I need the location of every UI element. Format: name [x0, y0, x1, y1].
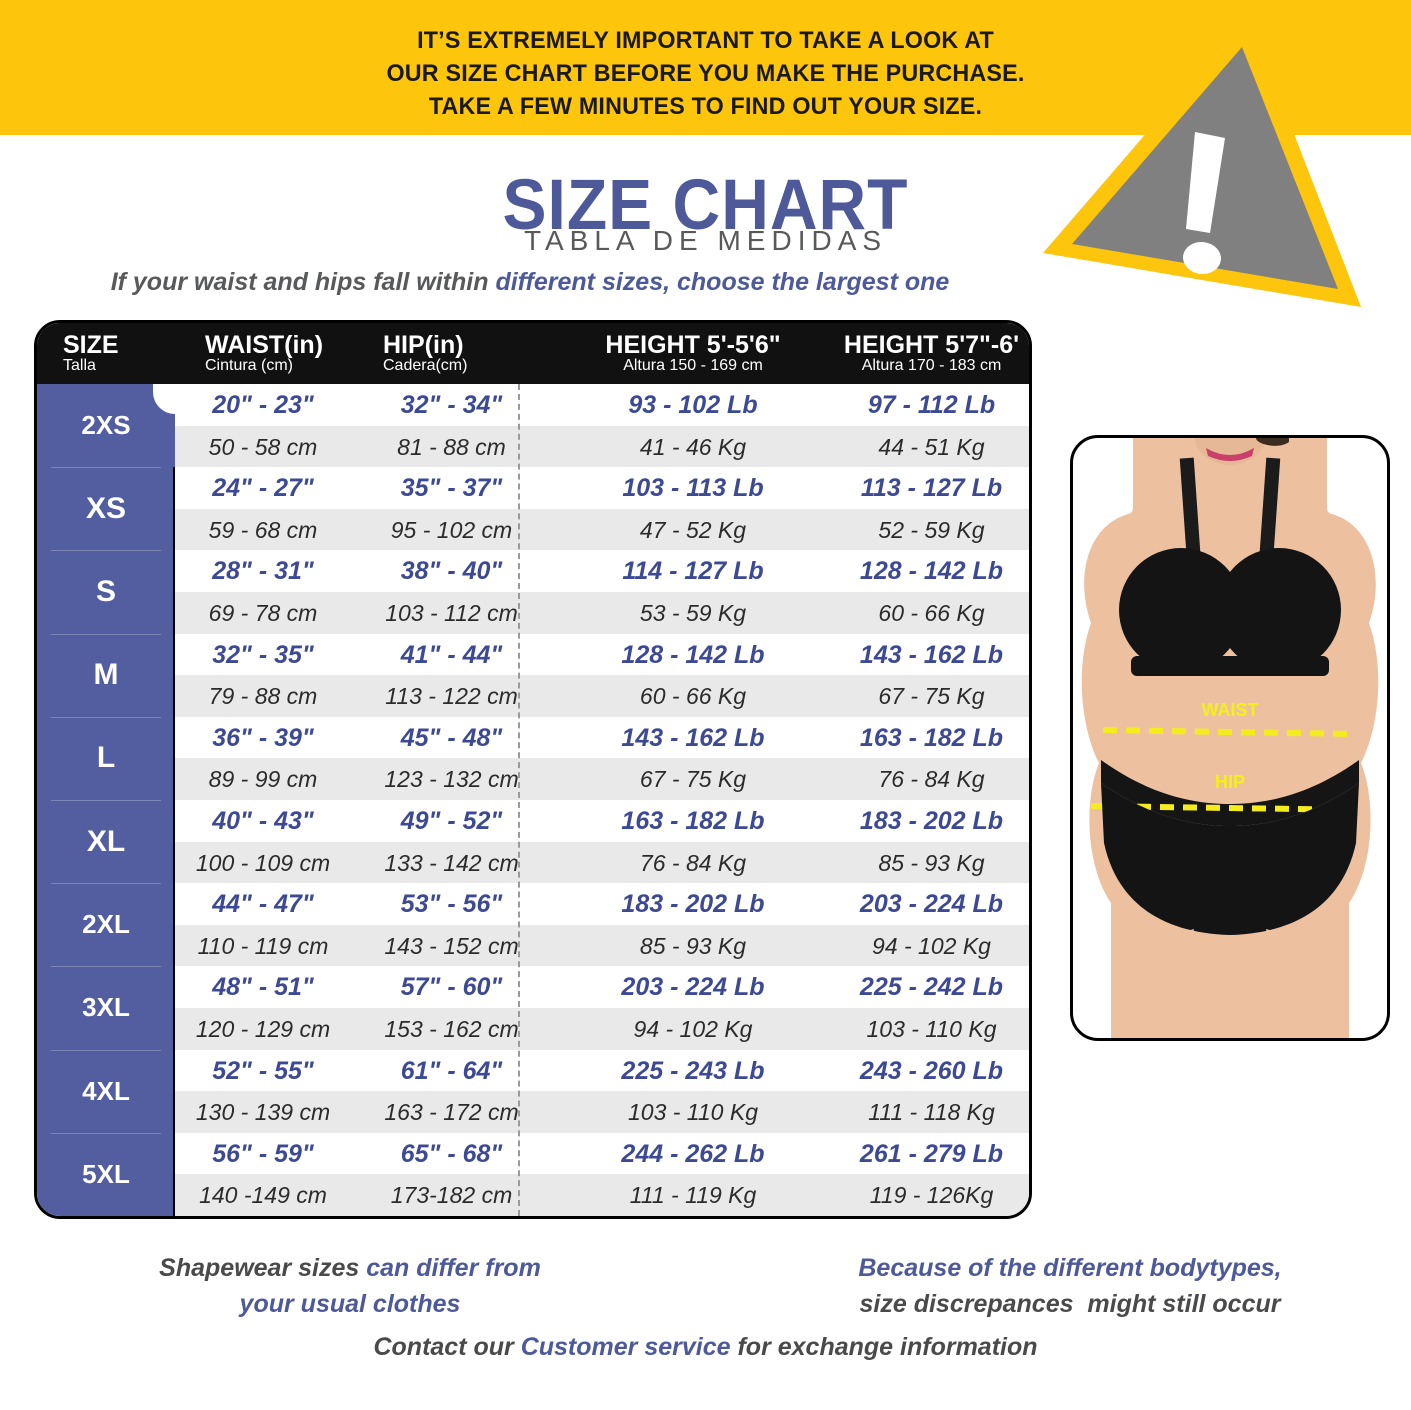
svg-text:WAIST: WAIST	[1202, 700, 1259, 720]
svg-text:HIP: HIP	[1215, 772, 1245, 792]
